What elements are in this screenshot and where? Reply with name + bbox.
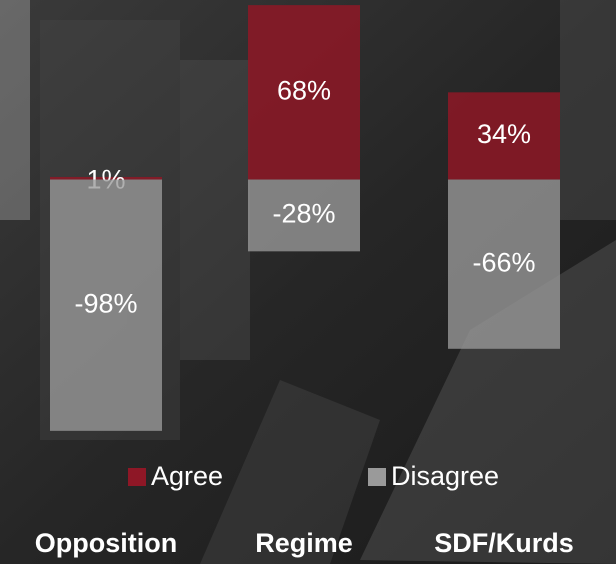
value-label: 34% <box>477 119 531 149</box>
x-tick-label: Opposition <box>35 528 177 558</box>
bar <box>50 176 162 180</box>
bar <box>248 5 360 180</box>
legend-swatch <box>368 468 386 486</box>
value-label: 68% <box>277 75 331 105</box>
bar <box>248 179 360 252</box>
x-tick-label: Regime <box>255 528 353 558</box>
legend-label: Disagree <box>391 461 499 491</box>
bar <box>448 179 560 349</box>
bar <box>448 92 560 180</box>
value-label: -28% <box>272 199 335 229</box>
value-label: -98% <box>74 288 137 318</box>
x-tick-label: SDF/Kurds <box>434 528 574 558</box>
legend-label: Agree <box>151 461 223 491</box>
legend-swatch <box>128 468 146 486</box>
value-label: -66% <box>472 247 535 277</box>
bar <box>50 179 162 431</box>
